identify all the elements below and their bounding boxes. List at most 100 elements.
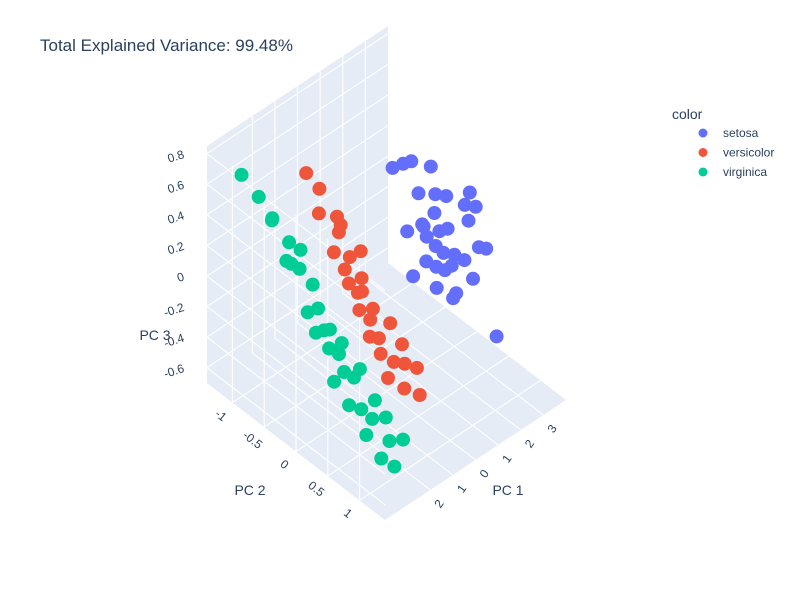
- legend-label-setosa[interactable]: setosa: [723, 126, 759, 140]
- data-point-virginica[interactable]: [387, 459, 402, 474]
- data-point-versicolor[interactable]: [342, 250, 357, 265]
- data-point-setosa[interactable]: [385, 160, 400, 175]
- y-tick-label: 1: [341, 506, 355, 521]
- x-tick-label: 2: [431, 497, 446, 511]
- data-point-virginica[interactable]: [378, 410, 393, 425]
- z-tick-label: 0.6: [166, 178, 187, 197]
- data-point-virginica[interactable]: [374, 451, 389, 466]
- data-point-setosa[interactable]: [429, 280, 444, 295]
- data-point-virginica[interactable]: [396, 432, 410, 447]
- data-point-virginica[interactable]: [234, 167, 249, 182]
- data-point-setosa[interactable]: [489, 329, 504, 344]
- data-point-versicolor[interactable]: [299, 166, 314, 181]
- data-point-virginica[interactable]: [322, 341, 337, 356]
- data-point-virginica[interactable]: [354, 402, 369, 417]
- x-tick-label: 1: [454, 482, 469, 496]
- data-point-versicolor[interactable]: [363, 312, 378, 327]
- data-point-versicolor[interactable]: [352, 303, 367, 318]
- gridline-z-3: [206, 155, 389, 414]
- data-point-virginica[interactable]: [342, 398, 357, 413]
- data-point-virginica[interactable]: [279, 253, 294, 268]
- data-point-setosa[interactable]: [468, 199, 483, 214]
- x-axis-title: PC 1: [492, 482, 523, 498]
- y-tick-label: 0.5: [305, 478, 327, 500]
- data-point-versicolor[interactable]: [355, 284, 369, 299]
- gridline-y-3: [327, 239, 510, 478]
- data-point-setosa[interactable]: [457, 197, 472, 212]
- gridline-x-4: [342, 56, 522, 431]
- data-point-versicolor[interactable]: [381, 371, 395, 385]
- data-point-versicolor[interactable]: [395, 337, 409, 352]
- z-tick-label: 0: [175, 269, 186, 284]
- data-point-virginica[interactable]: [305, 277, 320, 292]
- data-point-virginica[interactable]: [367, 393, 382, 408]
- gridline-z-5: [206, 94, 389, 353]
- legend-marker-virginica[interactable]: [698, 167, 708, 177]
- data-point-setosa[interactable]: [400, 224, 415, 239]
- data-point-versicolor[interactable]: [412, 388, 427, 402]
- data-point-versicolor[interactable]: [365, 301, 380, 316]
- data-point-virginica[interactable]: [327, 374, 342, 389]
- data-point-setosa[interactable]: [411, 186, 426, 201]
- data-point-virginica[interactable]: [337, 365, 352, 379]
- data-point-versicolor[interactable]: [383, 316, 398, 331]
- data-point-setosa[interactable]: [416, 219, 431, 234]
- gridline-x-1: [274, 101, 454, 476]
- data-point-setosa[interactable]: [436, 245, 451, 260]
- data-point-versicolor[interactable]: [397, 381, 412, 396]
- data-point-virginica[interactable]: [282, 235, 297, 250]
- data-point-virginica[interactable]: [293, 242, 308, 257]
- data-point-virginica[interactable]: [334, 336, 349, 351]
- data-point-versicolor[interactable]: [386, 354, 401, 369]
- data-point-versicolor[interactable]: [326, 245, 341, 260]
- legend-title: color: [672, 106, 703, 122]
- data-point-versicolor[interactable]: [353, 244, 368, 259]
- y-tick-label: -1: [212, 407, 229, 425]
- data-point-setosa[interactable]: [428, 187, 443, 202]
- data-point-setosa[interactable]: [437, 263, 452, 278]
- data-point-versicolor[interactable]: [337, 262, 352, 277]
- data-point-versicolor[interactable]: [354, 271, 369, 286]
- data-point-virginica[interactable]: [251, 189, 266, 204]
- data-point-virginica[interactable]: [359, 428, 374, 442]
- data-point-versicolor[interactable]: [409, 360, 424, 375]
- data-point-setosa[interactable]: [423, 159, 438, 174]
- legend-marker-versicolor[interactable]: [698, 148, 708, 157]
- data-point-virginica[interactable]: [382, 434, 397, 448]
- data-point-setosa[interactable]: [440, 221, 455, 236]
- gridline-z-6: [206, 63, 389, 322]
- chart-title: Total Explained Variance: 99.48%: [40, 36, 293, 55]
- data-point-versicolor[interactable]: [333, 217, 348, 232]
- data-point-versicolor[interactable]: [373, 346, 388, 361]
- gridline-z-0: [206, 247, 389, 506]
- gridline-y-0: [231, 165, 414, 404]
- data-point-versicolor[interactable]: [362, 329, 377, 344]
- data-point-versicolor[interactable]: [312, 181, 327, 196]
- data-point-setosa[interactable]: [457, 253, 472, 268]
- data-point-setosa[interactable]: [427, 206, 442, 220]
- data-point-setosa[interactable]: [439, 189, 454, 204]
- legend-label-virginica[interactable]: virginica: [723, 165, 767, 179]
- data-point-versicolor[interactable]: [341, 276, 356, 291]
- legend: color setosa versicolor virginica: [672, 106, 774, 179]
- x-tick-label: 3: [544, 422, 559, 436]
- scene-3d[interactable]: 210123-1-0.500.51-0.6-0.4-0.200.20.40.60…: [139, 26, 566, 521]
- data-point-virginica[interactable]: [292, 261, 307, 276]
- data-point-versicolor[interactable]: [311, 206, 326, 221]
- data-point-setosa[interactable]: [406, 269, 421, 284]
- data-point-virginica[interactable]: [365, 411, 380, 426]
- data-point-virginica[interactable]: [300, 305, 315, 320]
- data-point-setosa[interactable]: [461, 213, 476, 228]
- legend-marker-setosa[interactable]: [698, 128, 708, 138]
- data-point-setosa[interactable]: [466, 271, 480, 286]
- data-point-setosa[interactable]: [462, 185, 477, 200]
- z-tick-label: 0.8: [166, 147, 187, 166]
- data-point-virginica[interactable]: [308, 325, 323, 340]
- data-point-setosa[interactable]: [404, 154, 419, 169]
- data-point-versicolor[interactable]: [397, 356, 412, 371]
- data-point-setosa[interactable]: [471, 240, 486, 255]
- legend-label-versicolor[interactable]: versicolor: [723, 146, 774, 160]
- data-point-setosa[interactable]: [446, 291, 461, 306]
- data-point-virginica[interactable]: [265, 211, 280, 226]
